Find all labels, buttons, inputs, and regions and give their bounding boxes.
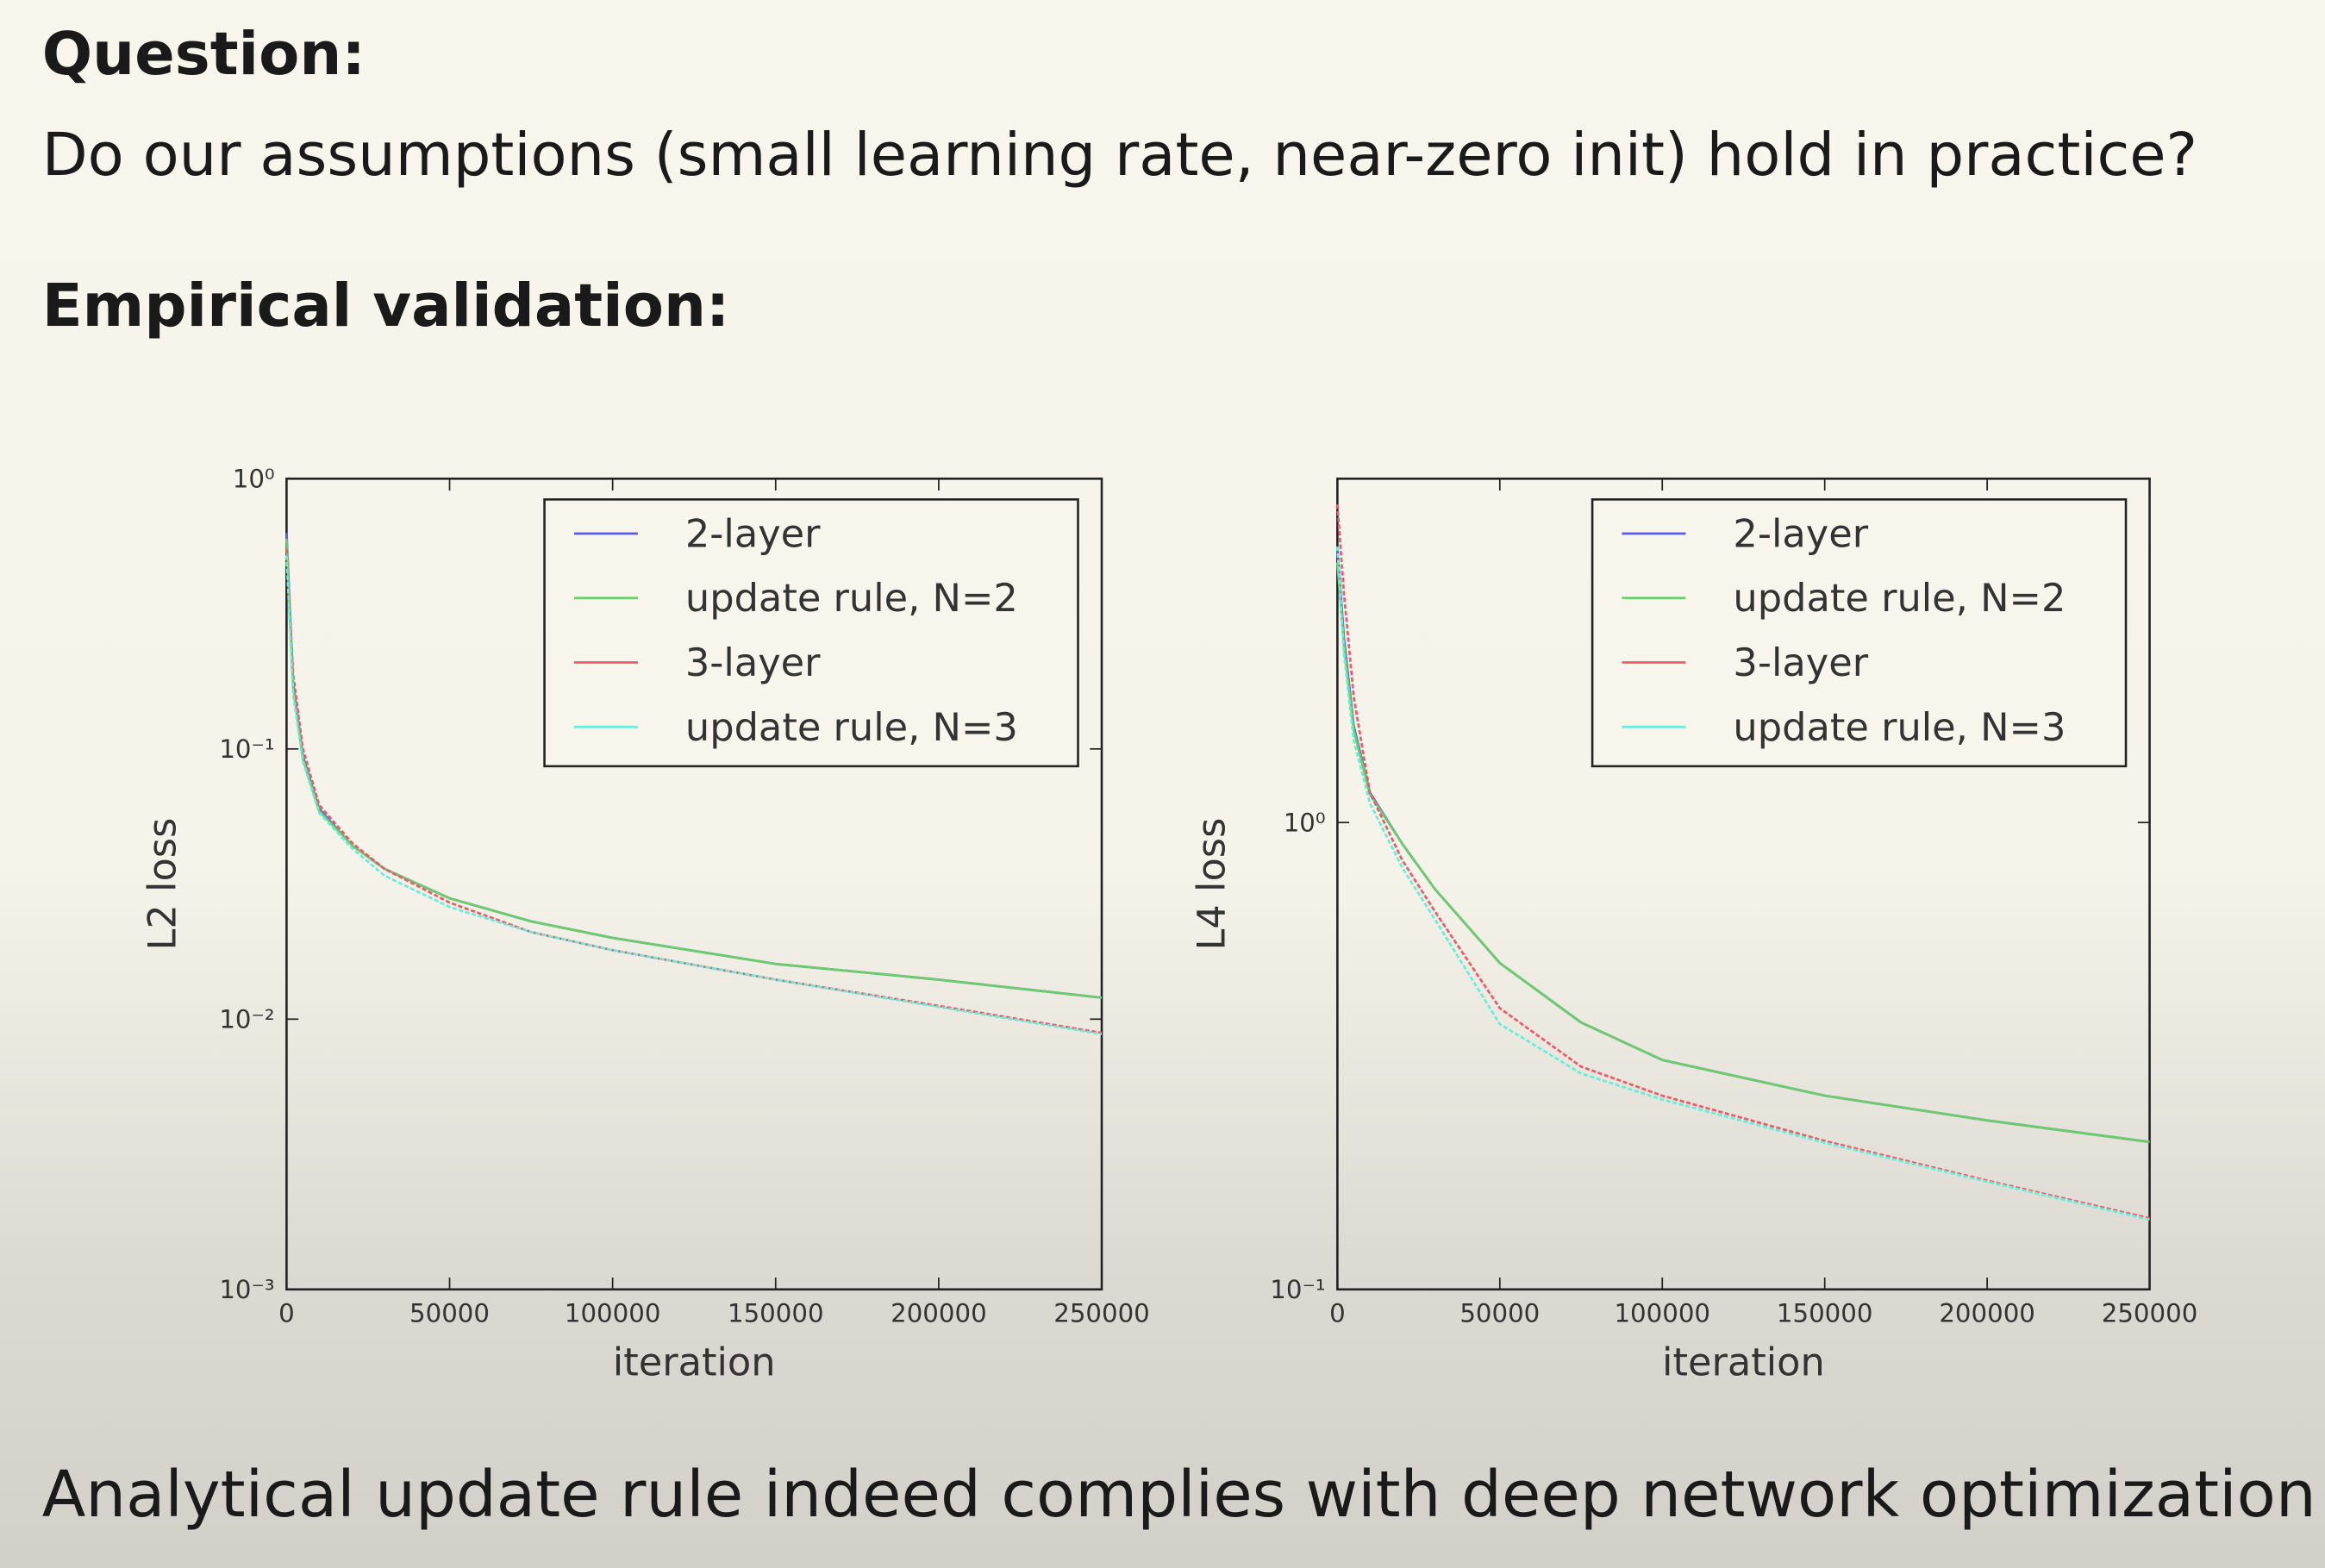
y-axis-label: L2 loss — [140, 818, 184, 951]
x-tick-label: 100000 — [1614, 1299, 1710, 1328]
x-tick-label: 150000 — [1777, 1299, 1873, 1328]
x-tick-label: 100000 — [565, 1299, 661, 1328]
x-tick-label: 200000 — [891, 1299, 987, 1328]
legend-box — [1591, 498, 2128, 768]
legend-label: update rule, N=3 — [1733, 705, 2066, 750]
y-tick-label: 10⁻² — [219, 1005, 274, 1034]
series-line — [285, 555, 1103, 1036]
legend-label: 3-layer — [685, 640, 821, 685]
question-heading: Question: — [42, 20, 366, 89]
y-tick-label: 10⁰ — [1284, 808, 1326, 837]
legend-label: update rule, N=3 — [685, 705, 1018, 750]
chart: 10⁻¹ 10⁰ 0 50000 100000 150000 200000 250000 ite… — [1190, 478, 2198, 1384]
x-tick-label: 0 — [1329, 1299, 1346, 1328]
plot-frame — [285, 478, 1103, 1291]
y-tick-label: 10⁻¹ — [1270, 1275, 1325, 1304]
question: Do our assumptions (small learning rate,… — [42, 121, 2197, 190]
series-line — [285, 538, 1103, 999]
validation-heading: Empirical validation: — [42, 272, 730, 340]
series-line — [1336, 504, 2150, 1220]
y-tick-label: 10⁻³ — [219, 1275, 274, 1304]
legend-box — [543, 498, 1079, 768]
x-tick-label: 150000 — [728, 1299, 824, 1328]
y-tick-label: 10⁻¹ — [219, 734, 274, 764]
series-line — [1336, 546, 2150, 1221]
x-tick-label: 250000 — [1053, 1299, 1150, 1328]
legend-label: update rule, N=2 — [1733, 576, 2066, 621]
y-axis-label: L4 loss — [1190, 818, 1234, 951]
y-tick-label: 10⁰ — [233, 465, 275, 494]
x-tick-label: 50000 — [1459, 1299, 1540, 1328]
legend-label: update rule, N=2 — [685, 576, 1018, 621]
x-tick-label: 250000 — [2102, 1299, 2198, 1328]
x-tick-label: 0 — [278, 1299, 295, 1328]
series-line — [285, 548, 1103, 1034]
chart: 10⁻³ 10⁻² 10⁻¹ 10⁰ 0 50000 100000 150000 200000 2… — [140, 465, 1149, 1385]
x-tick-label: 50000 — [409, 1299, 490, 1328]
x-axis-label: iteration — [613, 1340, 776, 1384]
legend-label: 3-layer — [1733, 640, 1868, 685]
x-axis-label: iteration — [1662, 1340, 1825, 1384]
legend-label: 2-layer — [1733, 511, 1868, 556]
x-tick-label: 200000 — [1939, 1299, 2035, 1328]
conclusion: Analytical update rule indeed complies w… — [42, 1458, 2316, 1532]
legend-label: 2-layer — [685, 511, 821, 556]
plot-frame — [1336, 478, 2151, 1291]
